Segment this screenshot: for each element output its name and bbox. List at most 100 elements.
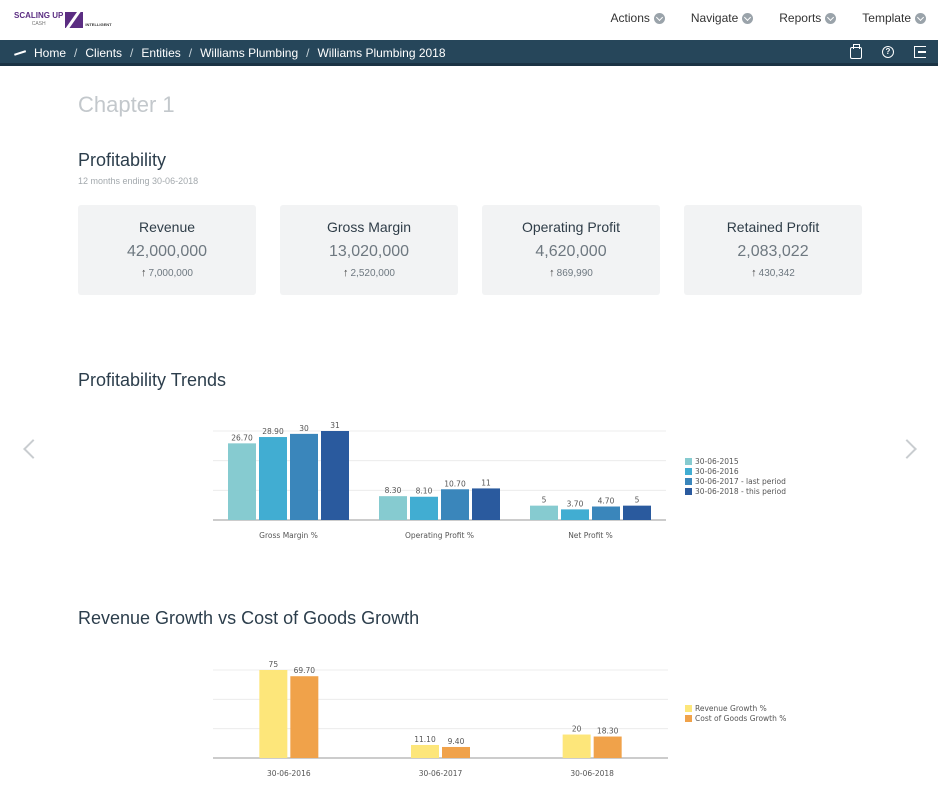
kpi-card-operating-profit: Operating Profit 4,620,000 ↑ 869,990 [482,205,660,295]
category-label: Gross Margin % [259,531,318,540]
menu-template[interactable]: Template [862,11,926,25]
breadcrumb-separator: / [74,46,78,60]
breadcrumb: Home / Clients / Entities / Williams Plu… [14,40,446,66]
brand-icon[interactable] [14,49,26,57]
bar-value-label: 5 [635,496,640,505]
bar-value-label: 20 [572,725,582,734]
kpi-title: Operating Profit [521,219,621,235]
breadcrumb-separator: / [130,46,134,60]
bar-value-label: 28.90 [262,427,284,436]
bar-value-label: 3.70 [567,499,584,508]
profitability-trends-svg: 26.70 28.90 30 31 Gross Margin % 8.30 8.10 10.7… [213,421,786,540]
chart-bar [259,437,287,520]
bar-value-label: 30 [299,424,309,433]
bar-value-label: 11.10 [414,735,436,744]
legend-label: Cost of Goods Growth % [695,714,786,723]
logo-mark-icon [65,12,84,28]
breadcrumb-separator: / [188,46,193,60]
breadcrumb-separator: / [306,46,310,60]
chapter-title: Chapter 1 [78,92,175,117]
chart-bar [441,489,469,520]
legend-swatch [685,488,692,495]
kpi-delta: ↑ 7,000,000 [78,267,256,279]
kpi-card-revenue: Revenue 42,000,000 ↑ 7,000,000 [78,205,256,295]
legend-swatch [685,458,692,465]
exit-icon[interactable] [914,46,926,58]
kpi-delta-value: 869,990 [556,268,593,279]
chart-bar [228,443,256,520]
chevron-left-icon[interactable] [22,440,36,454]
chevron-down-icon [915,12,926,24]
kpi-delta: ↑ 2,520,000 [280,267,458,279]
breadcrumb-clients[interactable]: Clients [85,46,123,60]
print-icon[interactable] [850,44,862,59]
menu-label: Reports [779,11,822,25]
kpi-delta-value: 2,520,000 [350,268,396,279]
profitability-subtitle: 12 months ending 30-06-2018 [78,176,199,186]
category-label: 30-06-2017 [419,769,463,778]
kpi-delta: ↑ 869,990 [482,267,660,279]
kpi-title: Revenue [138,219,196,235]
chart-bar [379,496,407,520]
bar-value-label: 26.70 [231,433,253,442]
chevron-right-icon[interactable] [902,440,916,454]
chevron-down-icon [742,12,754,24]
category-label: 30-06-2018 [570,769,614,778]
chart-bar [321,431,349,520]
menu-label: Navigate [690,11,739,25]
chart-bar [290,676,319,758]
arrow-up-icon: ↑ [343,267,349,279]
menu-label: Template [862,11,911,25]
bar-value-label: 5 [542,496,547,505]
nav-icons: ? [850,44,926,59]
chevron-down-icon [825,12,837,24]
arrow-up-icon: ↑ [141,267,147,279]
legend-label: 30-06-2016 [695,467,739,476]
kpi-delta: ↑ 430,342 [684,267,862,279]
arrow-up-icon: ↑ [549,267,555,279]
bar-value-label: 69.70 [294,666,316,675]
breadcrumb-home[interactable]: Home [34,46,67,60]
legend-swatch [685,478,692,485]
chart-bar [472,488,500,520]
bar-value-label: 11 [481,478,491,487]
menu-navigate[interactable]: Navigate [690,11,754,25]
menu-actions[interactable]: Actions [611,11,665,25]
category-label: 30-06-2016 [267,769,311,778]
menu-label: Actions [610,11,650,25]
kpi-delta-value: 7,000,000 [148,268,194,279]
chevron-down-icon [653,12,665,24]
bar-value-label: 8.10 [416,487,433,496]
logo-name: SCALING UP [14,11,64,20]
chart-bar [411,744,439,758]
bar-value-label: 4.70 [598,497,615,506]
bar-value-label: 18.30 [597,727,619,736]
kpi-card-retained-profit: Retained Profit 2,083,022 ↑ 430,342 [684,205,862,295]
logo-text: SCALING UP CASH [14,11,63,29]
profitability-title: Profitability [78,150,167,170]
logo-sub: CASH [31,21,46,27]
chart-bar [290,433,318,520]
kpi-value: 42,000,000 [126,243,208,260]
chart-bar [442,746,470,758]
breadcrumb-entities[interactable]: Entities [141,46,181,60]
logo[interactable]: SCALING UP CASH INTELLIGENT [14,10,112,30]
bar-value-label: 8.30 [385,486,402,495]
arrow-up-icon: ↑ [751,267,757,279]
legend-label: 30-06-2017 - last period [695,477,786,486]
growth-svg: 75 69.70 30-06-2016 11.10 9.40 30-06-2017 20 18… [213,660,786,778]
category-label: Operating Profit % [405,531,474,540]
bar-value-label: 9.40 [448,737,465,746]
breadcrumb-file[interactable]: Williams Plumbing 2018 [317,46,446,60]
profitability-trends-chart: 26.70 28.90 30 31 Gross Margin % 8.30 8.10 10.7… [208,420,808,550]
help-icon[interactable]: ? [882,46,894,58]
chart-bar [410,496,438,520]
nav-bar: Home / Clients / Entities / Williams Plu… [0,40,938,66]
breadcrumb-client[interactable]: Williams Plumbing [200,46,299,60]
bar-value-label: 31 [330,421,340,430]
kpi-card-gross-margin: Gross Margin 13,020,000 ↑ 2,520,000 [280,205,458,295]
menu-reports[interactable]: Reports [779,11,837,25]
category-label: Net Profit % [568,531,613,540]
legend-label: 30-06-2015 [695,457,739,466]
bar-value-label: 10.70 [444,479,466,488]
